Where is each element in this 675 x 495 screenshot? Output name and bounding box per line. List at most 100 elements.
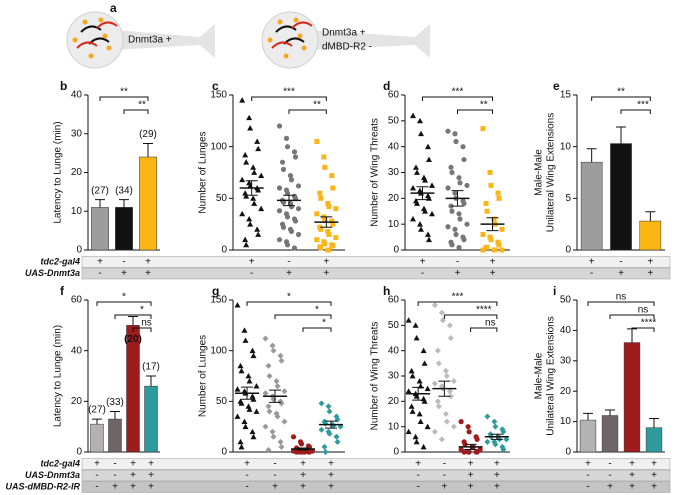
y-axis-label: Number of Wing Threats bbox=[370, 322, 381, 431]
point bbox=[495, 190, 501, 196]
point bbox=[431, 302, 438, 309]
genotype-sign: + bbox=[328, 482, 334, 493]
bar bbox=[645, 427, 663, 453]
methyl-dot bbox=[277, 19, 283, 25]
genotype-sign: - bbox=[416, 482, 419, 493]
y-tick-label: 5 bbox=[565, 193, 571, 204]
sig-bracket bbox=[114, 314, 152, 319]
genotype-sign: + bbox=[148, 482, 154, 493]
panel-letter: f bbox=[60, 284, 65, 298]
error-bar bbox=[649, 418, 659, 428]
point bbox=[288, 177, 295, 183]
point bbox=[278, 357, 285, 364]
point bbox=[442, 411, 449, 417]
point bbox=[247, 125, 254, 131]
point bbox=[326, 204, 332, 210]
sig-bracket bbox=[123, 109, 149, 114]
point bbox=[326, 232, 332, 237]
point bbox=[492, 247, 498, 253]
error-bar bbox=[146, 375, 156, 387]
y-tick-label: 30 bbox=[388, 371, 400, 382]
bar bbox=[610, 143, 632, 251]
point bbox=[480, 126, 486, 132]
point bbox=[500, 446, 507, 453]
point bbox=[442, 367, 449, 374]
y-axis-label: Latency to Lunge (min) bbox=[53, 121, 64, 223]
point bbox=[238, 400, 245, 406]
point bbox=[255, 231, 262, 237]
genotype-sign: - bbox=[608, 470, 611, 481]
genotype-sign: + bbox=[97, 257, 103, 268]
sem-bar bbox=[241, 386, 253, 400]
point bbox=[453, 231, 459, 238]
y-tick-label: 50 bbox=[216, 193, 228, 204]
point bbox=[278, 443, 285, 450]
y-tick-label: 0 bbox=[565, 245, 571, 256]
sig-label: ** bbox=[480, 100, 488, 111]
point bbox=[488, 237, 494, 243]
genotype-sign: + bbox=[130, 482, 136, 493]
point bbox=[234, 386, 241, 392]
y-tick-label: 0 bbox=[221, 245, 227, 256]
panel-letter: b bbox=[60, 79, 67, 93]
genotype-sign: + bbox=[145, 268, 151, 279]
y-tick-label: 40 bbox=[560, 325, 572, 336]
point bbox=[254, 226, 261, 232]
genotype-sign: + bbox=[585, 459, 591, 470]
y-axis-label: Unilateral Wing Extensions bbox=[546, 316, 557, 436]
sem-bar bbox=[438, 380, 451, 397]
y-tick-label: 15 bbox=[560, 90, 572, 101]
genotype-sign: - bbox=[456, 257, 459, 268]
y-tick-label: 20 bbox=[388, 193, 400, 204]
point bbox=[429, 182, 435, 188]
point bbox=[326, 408, 333, 415]
sig-label: * bbox=[315, 305, 319, 316]
genotype-sign: - bbox=[443, 459, 446, 470]
chromatin bbox=[76, 41, 98, 49]
methyl-dot bbox=[106, 45, 112, 51]
point bbox=[277, 352, 284, 359]
genotype-sign: + bbox=[647, 268, 653, 279]
point bbox=[446, 322, 453, 329]
point bbox=[269, 428, 276, 435]
sig-bracket bbox=[99, 96, 149, 101]
genotype-sign: + bbox=[618, 268, 624, 279]
point bbox=[265, 446, 272, 453]
point bbox=[276, 185, 283, 191]
point bbox=[288, 228, 295, 234]
genotype-sign: - bbox=[113, 459, 116, 470]
point bbox=[321, 154, 327, 160]
point bbox=[314, 211, 320, 217]
genotype-band bbox=[81, 458, 671, 470]
genotype-sign: - bbox=[98, 268, 101, 279]
y-tick-label: 0 bbox=[393, 245, 399, 256]
point bbox=[484, 208, 490, 214]
genotype-sign: - bbox=[273, 470, 276, 481]
n-label: (17) bbox=[142, 362, 160, 373]
genotype-band bbox=[81, 256, 671, 268]
point bbox=[239, 176, 246, 183]
point bbox=[483, 201, 489, 206]
error-bar bbox=[119, 199, 129, 208]
point bbox=[242, 337, 249, 343]
point bbox=[439, 317, 446, 324]
sig-label: ** bbox=[313, 100, 321, 111]
genotype-sign: - bbox=[250, 268, 253, 279]
point bbox=[239, 210, 246, 217]
genotype-sign: - bbox=[443, 470, 446, 481]
point bbox=[262, 423, 269, 430]
y-axis-label: Latency to Lunge (min) bbox=[53, 325, 64, 427]
point bbox=[284, 144, 291, 150]
point bbox=[500, 428, 507, 435]
point bbox=[429, 210, 435, 217]
error-bar bbox=[586, 148, 597, 163]
genotype-sign: + bbox=[494, 470, 500, 481]
sig-bracket bbox=[587, 301, 655, 306]
point bbox=[450, 423, 457, 430]
point bbox=[253, 383, 260, 389]
point bbox=[321, 443, 328, 450]
point bbox=[422, 177, 428, 183]
axon bbox=[310, 24, 430, 58]
point bbox=[295, 183, 302, 189]
